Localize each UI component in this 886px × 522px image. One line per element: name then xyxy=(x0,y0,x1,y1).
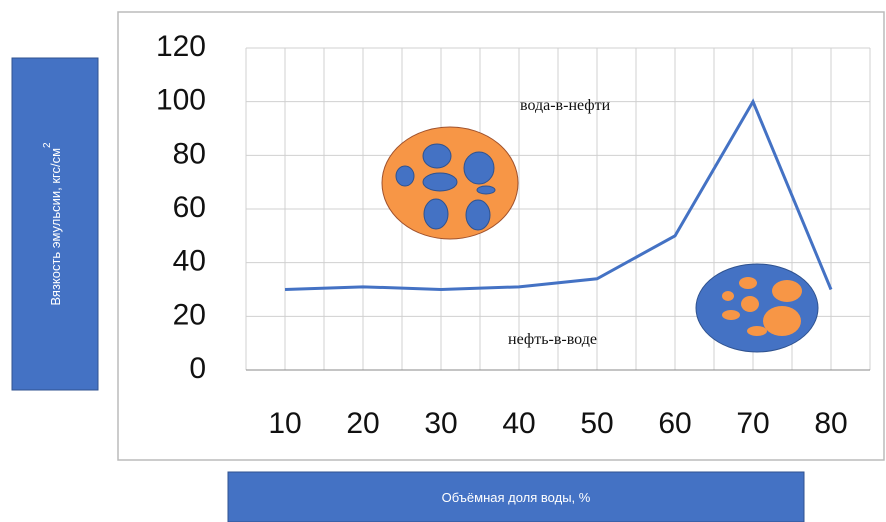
annotation: нефть-в-воде xyxy=(508,331,597,348)
x-label: Объёмная доля воды, % xyxy=(442,490,591,505)
icon-oil-in-water xyxy=(695,263,819,353)
x-tick-label: 60 xyxy=(658,407,691,440)
x-tick-label: 70 xyxy=(736,407,769,440)
y-tick-label: 80 xyxy=(173,137,206,170)
annotation: вода-в-нефти xyxy=(520,97,611,114)
y-tick-label: 120 xyxy=(156,30,206,63)
y-label-text: Вязкость эмульсии, кгс/см xyxy=(48,148,63,306)
x-tick-label: 20 xyxy=(346,407,379,440)
x-tick-label: 50 xyxy=(580,407,613,440)
y-tick-label: 100 xyxy=(156,84,206,117)
x-tick-label: 40 xyxy=(502,407,535,440)
x-label-box xyxy=(227,471,805,522)
y-label-sup: 2 xyxy=(42,142,53,148)
x-tick-label: 80 xyxy=(814,407,847,440)
y-tick-label: 0 xyxy=(189,352,206,385)
y-tick-label: 20 xyxy=(173,298,206,331)
line-series xyxy=(284,98,833,292)
x-tick-label: 30 xyxy=(424,407,457,440)
y-label-box xyxy=(11,57,99,391)
chart-frame xyxy=(117,11,885,461)
y-tick-label: 40 xyxy=(173,245,206,278)
x-tick-label: 10 xyxy=(268,407,301,440)
y-tick-label: 60 xyxy=(173,191,206,224)
y-label: Вязкость эмульсии, кгс/см2 xyxy=(42,142,63,306)
icon-water-in-oil xyxy=(381,126,519,240)
